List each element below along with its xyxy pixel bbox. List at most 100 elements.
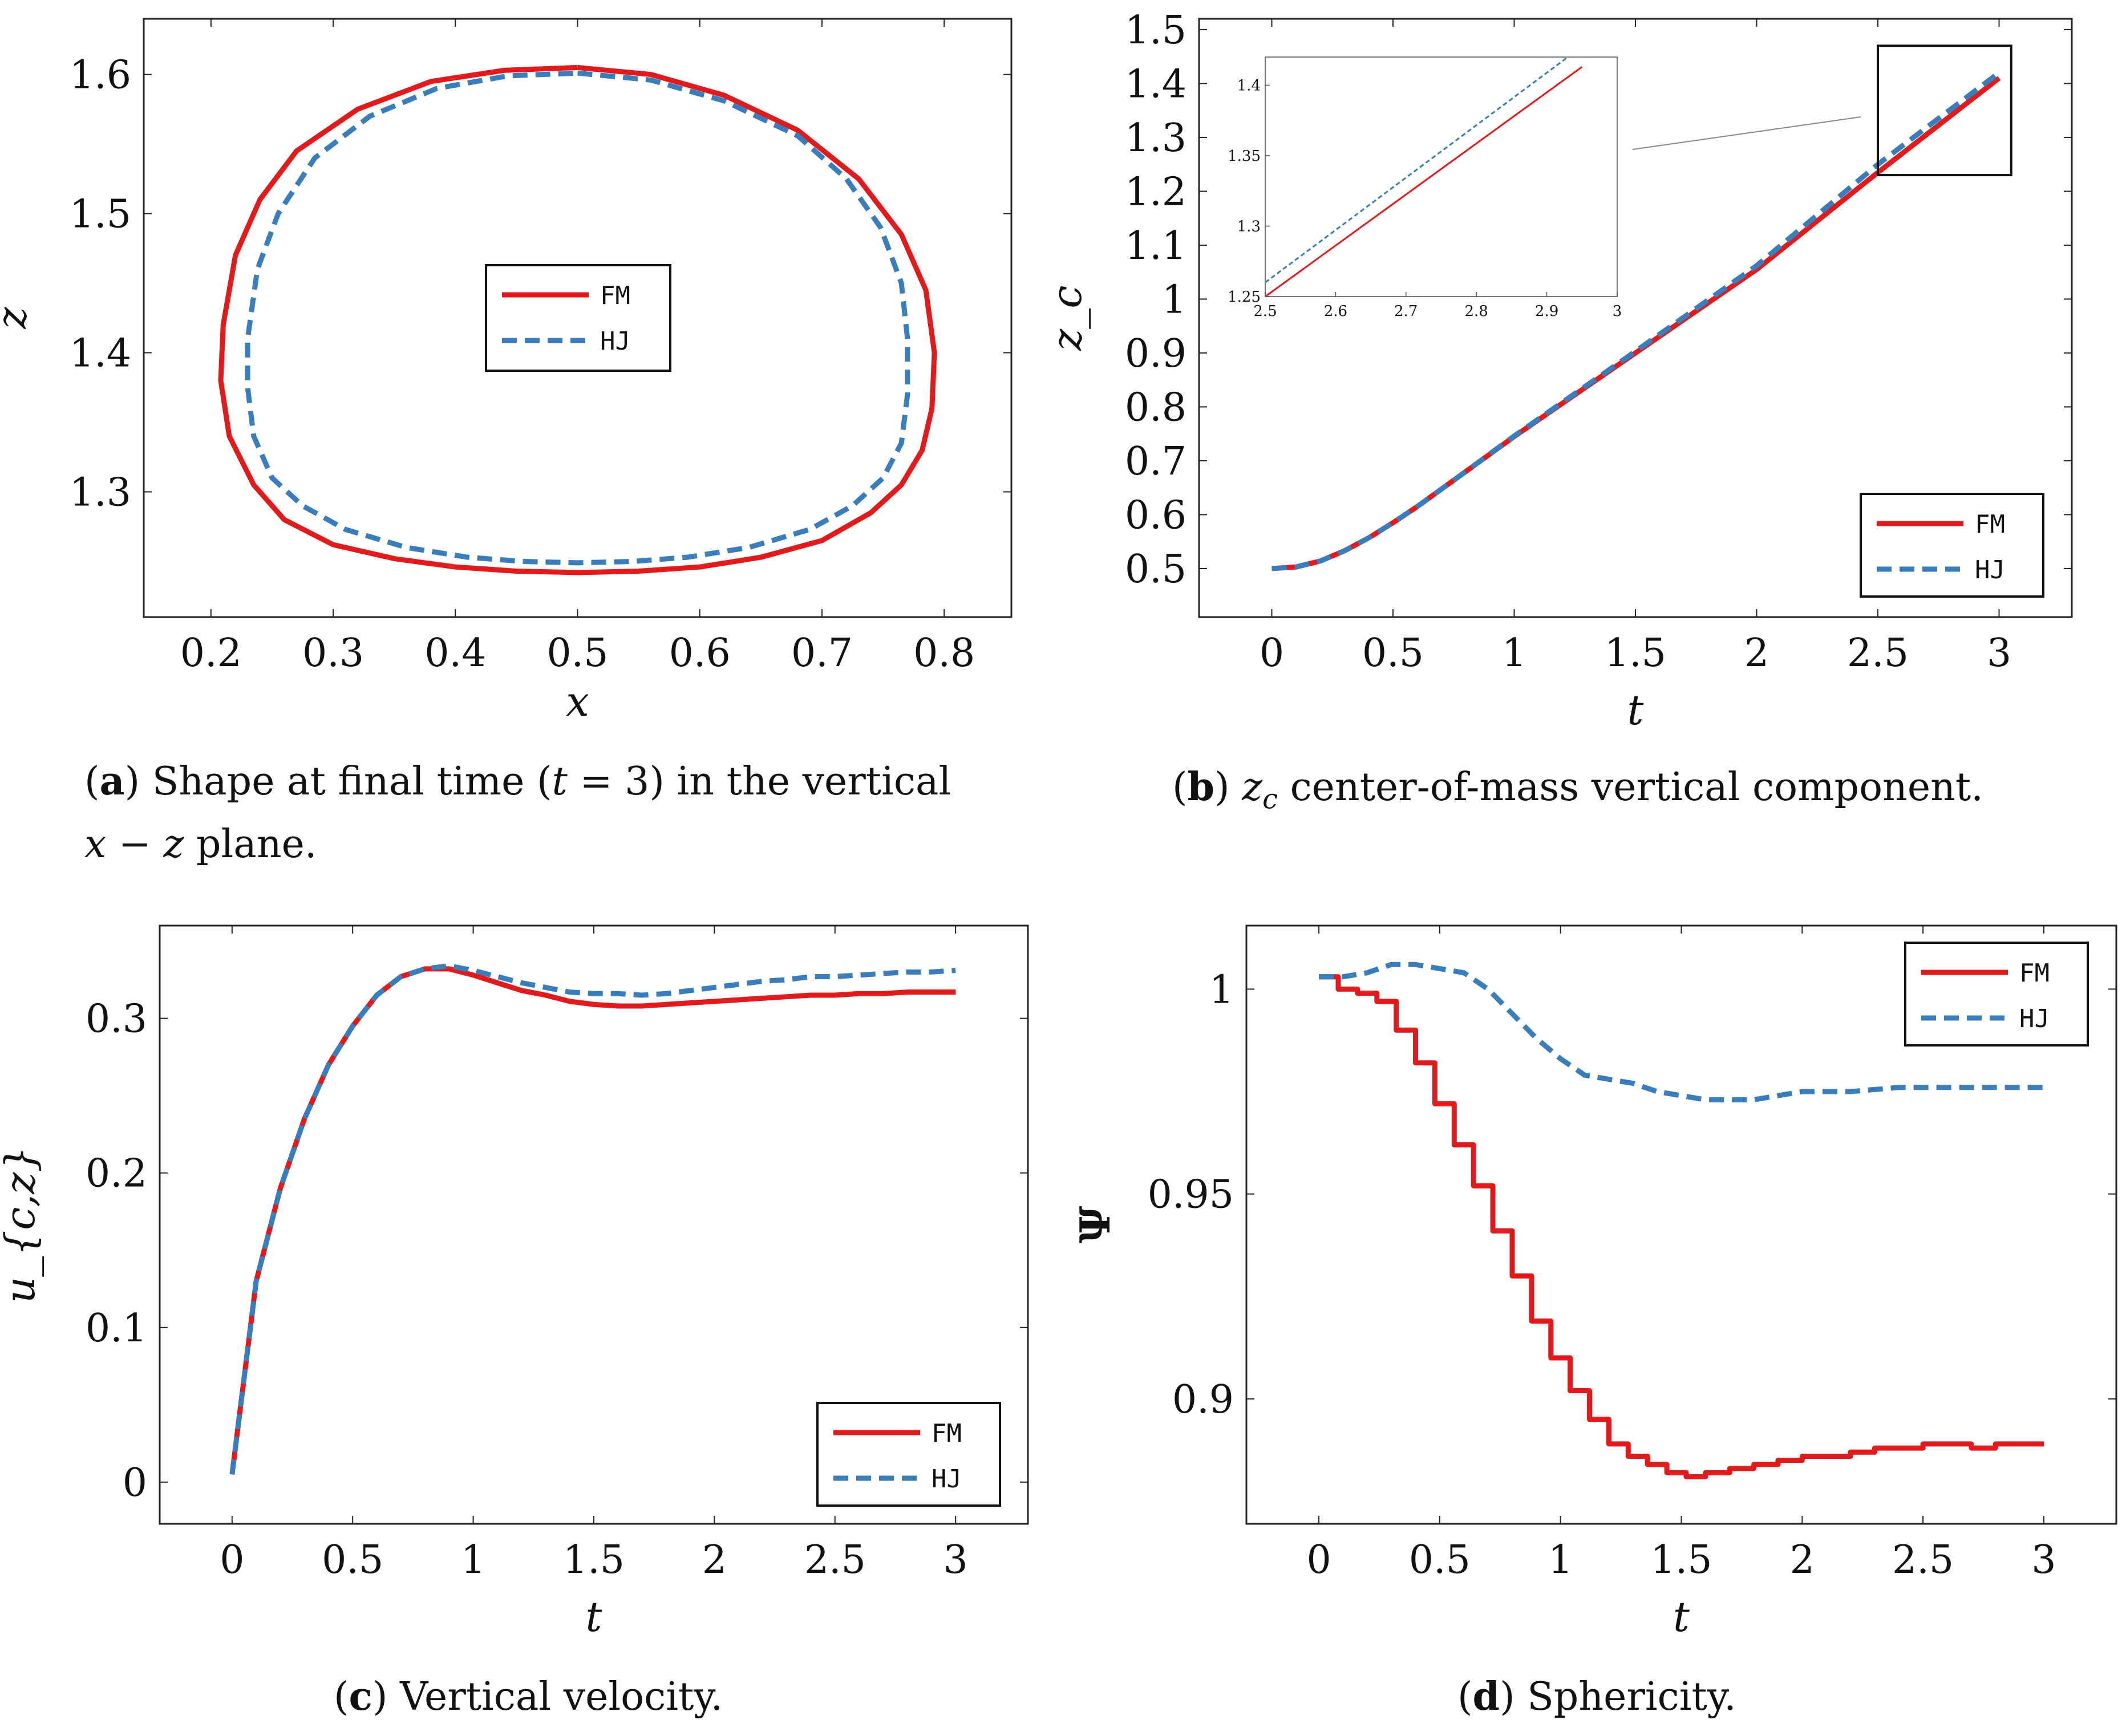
legend-b: FM HJ (1860, 493, 2044, 598)
y-tick-label-b: 0.6 (1125, 493, 1186, 538)
chart-b: 0 0.5 1 1.5 2 2.5 3 0.5 0.6 0.7 0.8 0.9 1 1.1 1.2 1.3 1.… (1043, 8, 2073, 734)
series-line-a-hj (245, 70, 910, 566)
x-tick-label-a: 0.8 (913, 631, 975, 676)
series-line-b-hj (1271, 70, 2001, 571)
inset-series (1265, 57, 1583, 297)
caption-b-math: z (1242, 765, 1263, 810)
x-tick-label-c: 2 (702, 1538, 727, 1583)
x-axis-label-b: t (1627, 686, 1645, 734)
inset-y-tick-label: 1.35 (1228, 148, 1261, 165)
caption-a-text3: plane. (184, 822, 317, 867)
legend-d: FM HJ (1904, 942, 2089, 1047)
inset-x-tick-label: 2.5 (1253, 303, 1277, 320)
series-group-a (218, 64, 937, 575)
y-tick-label-c: 0.2 (86, 1151, 147, 1196)
x-tick-label-d: 0 (1306, 1538, 1331, 1583)
x-axis-label-c: t (586, 1593, 603, 1641)
x-tick-label-c: 1 (461, 1538, 485, 1583)
caption-d-text: Sphericity. (1514, 1674, 1736, 1719)
y-axis-label-b: z_c (1043, 285, 1091, 351)
inset-y-tick-label: 1.25 (1228, 289, 1261, 306)
y-tick-label-b: 0.8 (1125, 385, 1186, 430)
y-axis-label-a: z (0, 306, 35, 329)
inset-x-tick-label: 2.9 (1535, 303, 1558, 320)
y-tick-label-c: 0.1 (86, 1306, 147, 1351)
x-tick-label-c: 0.5 (322, 1538, 383, 1583)
inset-b: 2.5 2.6 2.7 2.8 2.9 3 1.25 1.3 1.35 1.4 (1228, 56, 1622, 320)
y-tick-label-b: 0.7 (1125, 439, 1186, 484)
series-group-d (1319, 962, 2044, 1479)
y-tick-label-b: 0.5 (1125, 547, 1186, 592)
caption-a-label: a (99, 759, 125, 804)
y-tick-label-b: 1.2 (1125, 169, 1186, 214)
y-tick-label-a: 1.4 (70, 331, 131, 376)
zoom-connector (1632, 116, 1861, 150)
x-tick-label-d: 2.5 (1892, 1538, 1954, 1583)
legend-label-fm: FM (932, 1419, 962, 1448)
x-tick-label-a: 0.3 (302, 631, 364, 676)
series-group-c (229, 963, 956, 1475)
legend-label-hj: HJ (600, 327, 630, 356)
y-tick-label-c: 0.3 (86, 997, 147, 1042)
x-tick-label-c: 3 (943, 1538, 968, 1583)
legend-label-fm: FM (2019, 959, 2050, 988)
x-tick-label-a: 0.4 (424, 631, 486, 676)
x-tick-label-d: 1.5 (1650, 1538, 1712, 1583)
x-tick-label-a: 0.6 (669, 631, 731, 676)
caption-d: (d) Sphericity. (1457, 1674, 1736, 1719)
caption-c: (c) Vertical velocity. (334, 1674, 723, 1719)
caption-b-sub: c (1262, 783, 1278, 816)
zoom-box (1877, 44, 2012, 177)
legend-label-fm: FM (600, 281, 630, 310)
legend-label-hj: HJ (932, 1465, 962, 1494)
series-line-c-hj (229, 963, 956, 1475)
inset-x-tick-label: 2.8 (1465, 303, 1488, 320)
y-axis-label-c: u_{c,z} (0, 1146, 44, 1303)
inset-y-tick-label: 1.4 (1237, 77, 1261, 94)
legend-c: FM HJ (816, 1402, 1001, 1507)
x-tick-label-b: 1 (1502, 631, 1526, 676)
y-tick-label-d: 1 (1209, 967, 1234, 1012)
y-tick-label-d: 0.95 (1148, 1173, 1234, 1218)
x-tick-label-a: 0.7 (791, 631, 853, 676)
caption-a-t: t (552, 759, 568, 804)
y-tick-label-b: 1.1 (1125, 224, 1186, 269)
inset-frame (1265, 56, 1618, 297)
x-tick-label-b: 0 (1260, 631, 1284, 676)
x-tick-label-d: 3 (2031, 1538, 2056, 1583)
caption-a-math: x − z (84, 822, 184, 867)
legend-box-c (816, 1402, 1001, 1507)
inset-x-tick-label: 2.7 (1394, 303, 1418, 320)
legend-a: FM HJ (485, 264, 671, 372)
y-axis-label-d: Ψ (1071, 1206, 1119, 1243)
chart-a: 0.2 0.3 0.4 0.5 0.6 0.7 0.8 1.3 1.4 1.5 1.6 x z FM HJ (0, 18, 1013, 725)
legend-box-a (485, 264, 671, 372)
caption-a-text1: Shape at final time ( (152, 759, 552, 804)
y-tick-label-b: 1 (1162, 277, 1186, 322)
inset-x-tick-label: 3 (1613, 303, 1622, 320)
x-tick-label-c: 2.5 (804, 1538, 866, 1583)
x-tick-label-c: 0 (220, 1538, 244, 1583)
x-tick-label-b: 2 (1744, 631, 1769, 676)
legend-label-fm: FM (1975, 510, 2005, 539)
x-axis-label-d: t (1673, 1593, 1690, 1641)
y-tick-label-c: 0 (123, 1461, 147, 1506)
x-axis-label-a: x (566, 678, 589, 725)
y-tick-label-a: 1.6 (70, 53, 131, 98)
y-tick-label-d: 0.9 (1172, 1377, 1234, 1422)
chart-c: 0 0.5 1 1.5 2 2.5 3 0 0.1 0.2 0.3 t u_{c,z} FM HJ (0, 924, 1029, 1641)
series-group-b (1271, 70, 2001, 571)
x-tick-label-b: 0.5 (1362, 631, 1424, 676)
caption-a-text2: = 3) in the vertical (567, 759, 951, 804)
y-tick-label-a: 1.3 (70, 470, 131, 515)
chart-d: 0 0.5 1 1.5 2 2.5 3 0.9 0.95 1 t Ψ FM HJ (1071, 924, 2117, 1641)
y-tick-label-b: 0.9 (1125, 331, 1186, 376)
inset-x-tick-label: 2.6 (1324, 303, 1347, 320)
x-tick-label-a: 0.5 (546, 631, 608, 676)
caption-d-label: d (1472, 1674, 1500, 1719)
legend-box-d (1904, 942, 2089, 1047)
y-tick-label-b: 1.5 (1125, 8, 1186, 53)
x-tick-label-d: 1 (1548, 1538, 1573, 1583)
legend-label-hj: HJ (1975, 555, 2005, 585)
